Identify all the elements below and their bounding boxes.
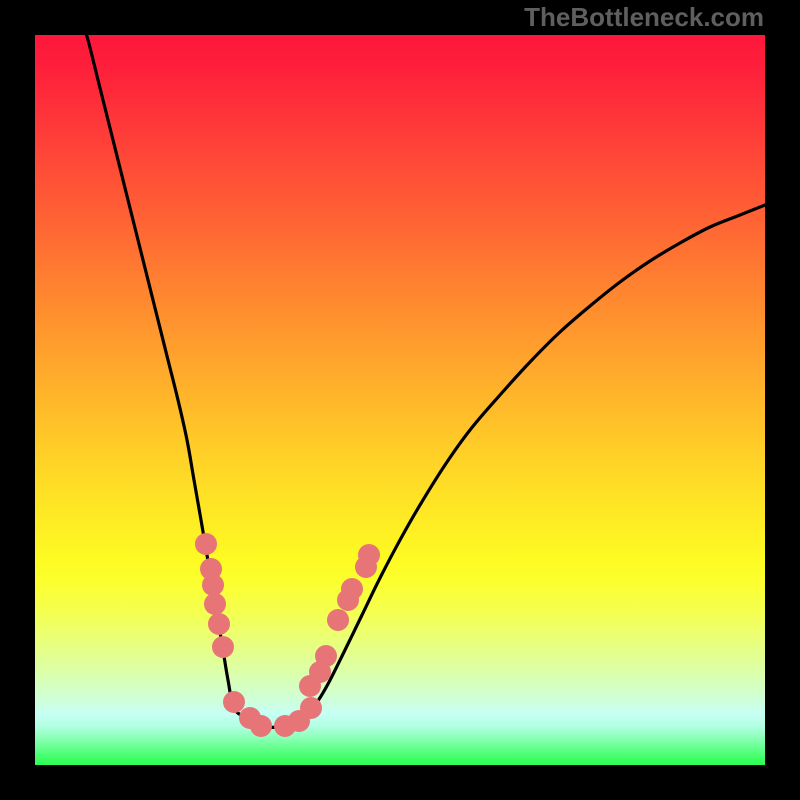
- chart-frame: TheBottleneck.com: [0, 0, 800, 800]
- watermark-text: TheBottleneck.com: [524, 2, 764, 33]
- plot-area: [35, 35, 765, 765]
- data-marker: [300, 697, 322, 719]
- data-marker: [341, 578, 363, 600]
- data-marker: [212, 636, 234, 658]
- data-marker: [358, 544, 380, 566]
- data-marker: [195, 533, 217, 555]
- data-marker: [250, 715, 272, 737]
- data-marker: [204, 593, 226, 615]
- data-marker: [327, 609, 349, 631]
- data-marker: [208, 613, 230, 635]
- data-markers-layer: [35, 35, 765, 765]
- data-marker: [315, 645, 337, 667]
